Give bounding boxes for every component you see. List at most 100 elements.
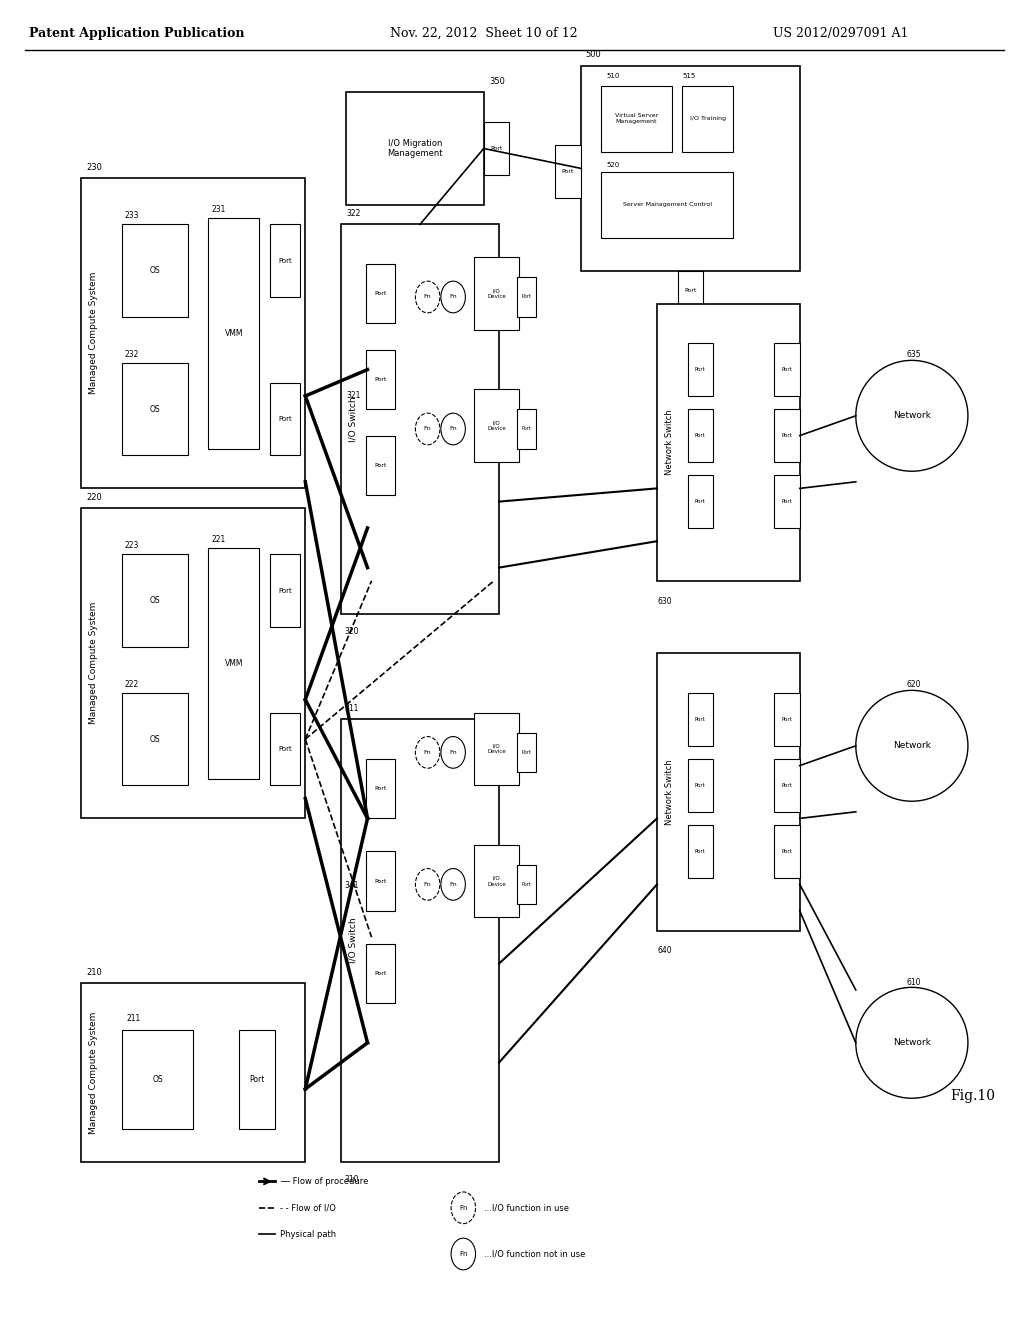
Text: I/O Switch: I/O Switch (349, 917, 357, 964)
FancyBboxPatch shape (81, 178, 305, 488)
Text: Port: Port (781, 783, 793, 788)
Text: Port: Port (279, 416, 292, 422)
Text: 231: 231 (212, 205, 226, 214)
Text: Port: Port (279, 746, 292, 752)
Text: 223: 223 (125, 541, 139, 550)
FancyBboxPatch shape (209, 218, 259, 449)
FancyBboxPatch shape (341, 719, 499, 1162)
Ellipse shape (856, 690, 968, 801)
Text: Port: Port (695, 499, 706, 504)
FancyBboxPatch shape (687, 409, 713, 462)
FancyBboxPatch shape (601, 86, 673, 152)
FancyBboxPatch shape (269, 554, 300, 627)
FancyBboxPatch shape (774, 409, 800, 462)
Text: Port: Port (375, 972, 387, 975)
Text: Port: Port (695, 367, 706, 372)
Text: Fn: Fn (450, 750, 457, 755)
FancyBboxPatch shape (209, 548, 259, 779)
FancyBboxPatch shape (678, 271, 703, 310)
Text: Port: Port (561, 169, 574, 174)
Text: 341: 341 (344, 880, 358, 890)
Text: Fn: Fn (450, 294, 457, 300)
Text: Fn: Fn (450, 426, 457, 432)
FancyBboxPatch shape (517, 865, 536, 904)
Circle shape (452, 1238, 475, 1270)
Text: 640: 640 (657, 946, 672, 956)
FancyBboxPatch shape (682, 86, 733, 152)
Text: Port: Port (781, 717, 793, 722)
FancyBboxPatch shape (473, 389, 519, 462)
Text: Port: Port (375, 463, 387, 467)
Text: I/O Training: I/O Training (690, 116, 726, 121)
Text: ...I/O function not in use: ...I/O function not in use (483, 1250, 585, 1258)
Text: Fn: Fn (424, 294, 431, 300)
Text: 500: 500 (586, 50, 601, 59)
Text: Network: Network (893, 742, 931, 750)
Circle shape (441, 737, 465, 768)
Text: Port: Port (521, 426, 531, 432)
FancyBboxPatch shape (367, 436, 395, 495)
FancyBboxPatch shape (687, 825, 713, 878)
FancyBboxPatch shape (122, 1030, 194, 1129)
Text: Server Management Control: Server Management Control (623, 202, 712, 207)
Text: Virtual Server
Management: Virtual Server Management (615, 114, 658, 124)
Text: Port: Port (375, 292, 387, 296)
Text: Port: Port (684, 288, 697, 293)
Text: Port: Port (521, 750, 531, 755)
Text: I/O
Device: I/O Device (487, 875, 506, 887)
Text: Fn: Fn (424, 882, 431, 887)
FancyBboxPatch shape (657, 304, 800, 581)
Circle shape (416, 413, 440, 445)
Text: Port: Port (279, 587, 292, 594)
FancyBboxPatch shape (269, 713, 300, 785)
FancyBboxPatch shape (581, 66, 800, 271)
Text: 222: 222 (125, 680, 139, 689)
Text: Managed Compute System: Managed Compute System (89, 1011, 97, 1134)
FancyBboxPatch shape (774, 759, 800, 812)
Text: Fn: Fn (450, 882, 457, 887)
FancyBboxPatch shape (483, 123, 509, 176)
Ellipse shape (856, 360, 968, 471)
Text: I/O
Device: I/O Device (487, 743, 506, 755)
Circle shape (416, 281, 440, 313)
Text: 515: 515 (682, 73, 695, 79)
Text: - - Flow of I/O: - - Flow of I/O (280, 1204, 336, 1212)
Text: Port: Port (695, 783, 706, 788)
FancyBboxPatch shape (269, 224, 300, 297)
Text: Port: Port (695, 849, 706, 854)
FancyBboxPatch shape (687, 759, 713, 812)
FancyBboxPatch shape (517, 733, 536, 772)
FancyBboxPatch shape (122, 363, 188, 455)
Text: ── Flow of procedure: ── Flow of procedure (280, 1177, 369, 1185)
Text: 311: 311 (344, 704, 358, 713)
Text: Port: Port (375, 787, 387, 791)
Text: OS: OS (150, 735, 161, 743)
Text: 211: 211 (127, 1014, 141, 1023)
FancyBboxPatch shape (517, 277, 536, 317)
Text: 520: 520 (606, 161, 620, 168)
Text: 610: 610 (907, 978, 922, 987)
Text: Port: Port (375, 879, 387, 883)
FancyBboxPatch shape (555, 145, 581, 198)
FancyBboxPatch shape (367, 851, 395, 911)
Text: Port: Port (781, 433, 793, 438)
Text: Managed Compute System: Managed Compute System (89, 272, 97, 395)
Text: Port: Port (781, 367, 793, 372)
Text: I/O Migration
Management: I/O Migration Management (387, 139, 442, 158)
Text: Fn: Fn (459, 1205, 468, 1210)
Text: Network Switch: Network Switch (665, 759, 674, 825)
FancyBboxPatch shape (657, 653, 800, 931)
Text: Physical path: Physical path (280, 1230, 336, 1238)
FancyBboxPatch shape (122, 554, 188, 647)
Text: 620: 620 (907, 680, 922, 689)
Text: ...I/O function in use: ...I/O function in use (483, 1204, 568, 1212)
Text: 630: 630 (657, 597, 672, 606)
Text: OS: OS (150, 267, 161, 275)
FancyBboxPatch shape (367, 264, 395, 323)
FancyBboxPatch shape (517, 409, 536, 449)
Text: Network Switch: Network Switch (665, 409, 674, 475)
Text: Port: Port (249, 1074, 264, 1084)
Text: 322: 322 (346, 209, 360, 218)
Text: 320: 320 (344, 627, 358, 636)
Circle shape (416, 737, 440, 768)
